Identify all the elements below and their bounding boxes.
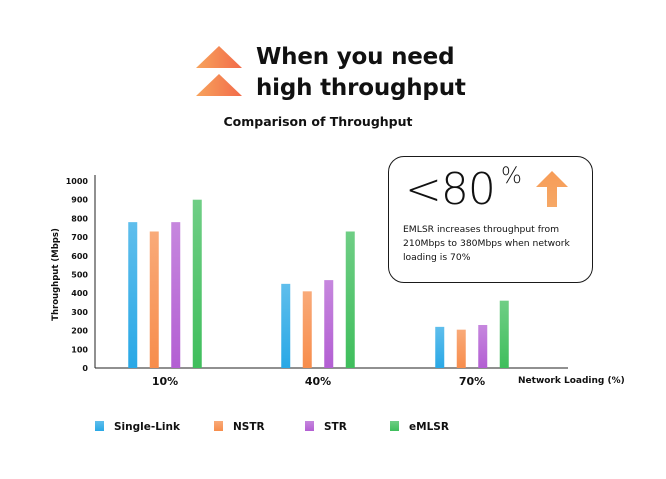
up-arrow-icon xyxy=(536,171,568,207)
bar-str-0 xyxy=(171,222,181,368)
legend-swatch xyxy=(214,421,223,431)
chart-legend: Single-Link NSTR STR eMLSR xyxy=(95,421,449,433)
double-up-chevron-icon xyxy=(196,46,242,96)
x-axis-label: Network Loading (%) xyxy=(518,376,625,386)
legend-swatch xyxy=(390,421,399,431)
y-tick-label: 700 xyxy=(71,233,88,242)
y-tick-label: 600 xyxy=(71,252,88,261)
callout-box: <80 % EMLSR increases throughput from 21… xyxy=(388,156,593,283)
bar-emlsr-2 xyxy=(499,300,509,368)
y-tick-label: 300 xyxy=(71,308,88,317)
bar-single-link-2 xyxy=(435,326,445,368)
y-tick-label: 0 xyxy=(82,364,88,373)
bar-single-link-0 xyxy=(128,222,138,368)
bar-nstr-2 xyxy=(456,329,466,368)
chart-bars xyxy=(128,199,509,368)
y-tick-label: 400 xyxy=(71,289,88,298)
callout-unit: % xyxy=(501,164,522,189)
x-tick-label: 10% xyxy=(152,375,178,388)
legend-label: eMLSR xyxy=(409,421,449,433)
y-axis-label: Throughput (Mbps) xyxy=(51,228,61,321)
legend-swatch xyxy=(95,421,104,431)
y-tick-label: 900 xyxy=(71,196,88,205)
y-tick-label: 500 xyxy=(71,271,88,280)
bar-emlsr-1 xyxy=(345,231,355,368)
bar-nstr-1 xyxy=(302,291,312,368)
bar-emlsr-0 xyxy=(192,199,202,368)
bar-single-link-1 xyxy=(281,283,291,368)
legend-label: NSTR xyxy=(233,421,265,433)
y-tick-label: 800 xyxy=(71,214,88,223)
x-tick-label: 70% xyxy=(459,375,485,388)
y-tick-label: 1000 xyxy=(66,177,89,186)
chart-title: Comparison of Throughput xyxy=(223,114,413,129)
bar-str-1 xyxy=(324,280,334,368)
y-tick-label: 200 xyxy=(71,327,88,336)
y-tick-label: 100 xyxy=(71,345,88,354)
headline-line-2: high throughput xyxy=(256,75,466,101)
x-tick-label: 40% xyxy=(305,375,331,388)
headline-line-1: When you need xyxy=(256,44,455,70)
headline: When you need high throughput xyxy=(256,42,466,104)
callout-big-value: <80 xyxy=(405,164,496,215)
chart-labels: 0 100 200 300 400 500 600 700 800 900 1000 Throughp… xyxy=(51,177,625,388)
legend-swatch xyxy=(305,421,314,431)
legend-label: Single-Link xyxy=(114,421,181,433)
bar-nstr-0 xyxy=(149,231,159,368)
callout-text: EMLSR increases throughput from 210Mbps … xyxy=(403,224,570,263)
bar-str-2 xyxy=(478,324,488,368)
legend-label: STR xyxy=(324,421,347,433)
